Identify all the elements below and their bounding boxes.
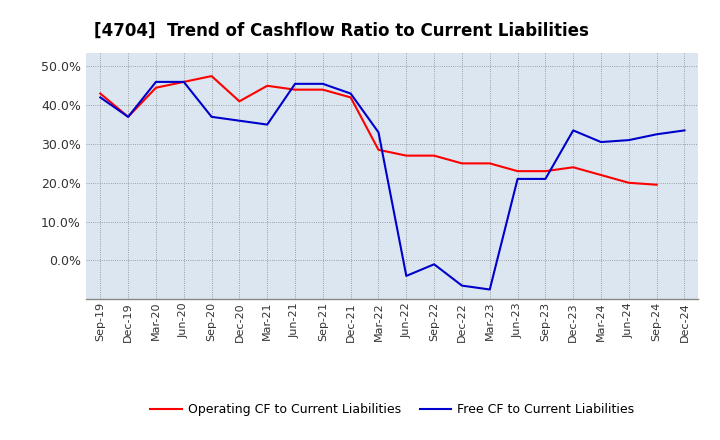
Operating CF to Current Liabilities: [263, 83, 271, 88]
Operating CF to Current Liabilities: [430, 153, 438, 158]
Free CF to Current Liabilities: [263, 122, 271, 127]
Free CF to Current Liabilities: [569, 128, 577, 133]
Operating CF to Current Liabilities: [402, 153, 410, 158]
Operating CF to Current Liabilities: [207, 73, 216, 79]
Free CF to Current Liabilities: [318, 81, 327, 87]
Free CF to Current Liabilities: [485, 287, 494, 292]
Free CF to Current Liabilities: [207, 114, 216, 120]
Free CF to Current Liabilities: [152, 79, 161, 84]
Free CF to Current Liabilities: [624, 137, 633, 143]
Free CF to Current Liabilities: [96, 95, 104, 100]
Line: Operating CF to Current Liabilities: Operating CF to Current Liabilities: [100, 76, 657, 185]
Legend: Operating CF to Current Liabilities, Free CF to Current Liabilities: Operating CF to Current Liabilities, Fre…: [145, 398, 639, 421]
Free CF to Current Liabilities: [346, 91, 355, 96]
Operating CF to Current Liabilities: [541, 169, 550, 174]
Text: [4704]  Trend of Cashflow Ratio to Current Liabilities: [4704] Trend of Cashflow Ratio to Curren…: [94, 22, 588, 40]
Free CF to Current Liabilities: [179, 79, 188, 84]
Operating CF to Current Liabilities: [597, 172, 606, 178]
Operating CF to Current Liabilities: [513, 169, 522, 174]
Operating CF to Current Liabilities: [291, 87, 300, 92]
Operating CF to Current Liabilities: [485, 161, 494, 166]
Free CF to Current Liabilities: [235, 118, 243, 123]
Operating CF to Current Liabilities: [652, 182, 661, 187]
Operating CF to Current Liabilities: [346, 95, 355, 100]
Free CF to Current Liabilities: [513, 176, 522, 182]
Free CF to Current Liabilities: [291, 81, 300, 87]
Operating CF to Current Liabilities: [458, 161, 467, 166]
Operating CF to Current Liabilities: [124, 114, 132, 120]
Operating CF to Current Liabilities: [318, 87, 327, 92]
Free CF to Current Liabilities: [124, 114, 132, 120]
Free CF to Current Liabilities: [680, 128, 689, 133]
Free CF to Current Liabilities: [597, 139, 606, 145]
Operating CF to Current Liabilities: [235, 99, 243, 104]
Operating CF to Current Liabilities: [624, 180, 633, 185]
Free CF to Current Liabilities: [430, 262, 438, 267]
Free CF to Current Liabilities: [374, 130, 383, 135]
Operating CF to Current Liabilities: [96, 91, 104, 96]
Operating CF to Current Liabilities: [374, 147, 383, 152]
Free CF to Current Liabilities: [402, 273, 410, 279]
Operating CF to Current Liabilities: [152, 85, 161, 90]
Free CF to Current Liabilities: [652, 132, 661, 137]
Operating CF to Current Liabilities: [179, 79, 188, 84]
Operating CF to Current Liabilities: [569, 165, 577, 170]
Line: Free CF to Current Liabilities: Free CF to Current Liabilities: [100, 82, 685, 290]
Free CF to Current Liabilities: [541, 176, 550, 182]
Free CF to Current Liabilities: [458, 283, 467, 288]
